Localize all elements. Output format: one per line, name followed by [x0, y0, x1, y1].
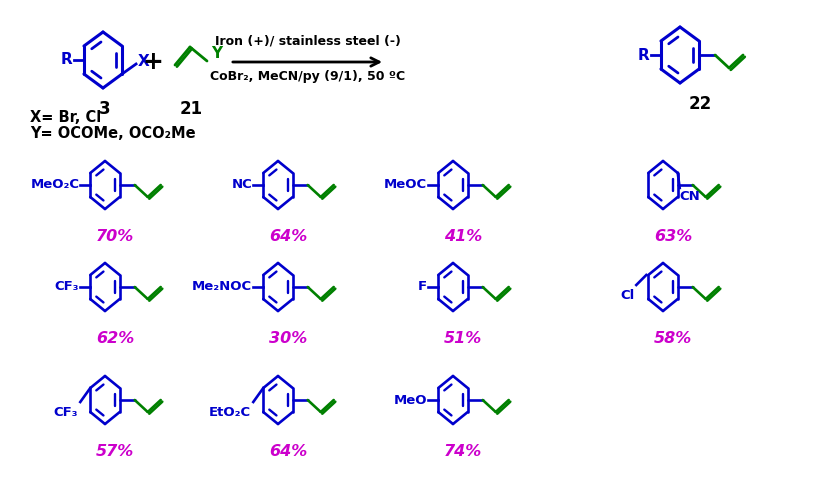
Text: 70%: 70%: [96, 229, 134, 244]
Text: +: +: [142, 50, 163, 74]
Text: Y: Y: [211, 45, 222, 60]
Text: CF₃: CF₃: [55, 281, 79, 294]
Text: 62%: 62%: [96, 331, 134, 346]
Text: R: R: [637, 48, 649, 62]
Text: Y= OCOMe, OCO₂Me: Y= OCOMe, OCO₂Me: [30, 126, 196, 141]
Text: NC: NC: [231, 179, 252, 191]
Text: 3: 3: [99, 100, 111, 118]
Text: Me₂NOC: Me₂NOC: [192, 281, 252, 294]
Text: X: X: [138, 55, 150, 70]
Text: 74%: 74%: [444, 444, 482, 459]
Text: CoBr₂, MeCN/py (9/1), 50 ºC: CoBr₂, MeCN/py (9/1), 50 ºC: [210, 70, 405, 83]
Text: MeO₂C: MeO₂C: [30, 179, 79, 191]
Text: 30%: 30%: [269, 331, 307, 346]
Text: MeO: MeO: [394, 393, 428, 407]
Text: 51%: 51%: [444, 331, 482, 346]
Text: 58%: 58%: [654, 331, 692, 346]
Text: CN: CN: [680, 190, 701, 203]
Text: 64%: 64%: [269, 229, 307, 244]
Text: Iron (+)/ stainless steel (-): Iron (+)/ stainless steel (-): [215, 35, 400, 48]
Text: X= Br, Cl: X= Br, Cl: [30, 110, 102, 125]
Text: 57%: 57%: [96, 444, 134, 459]
Text: 41%: 41%: [444, 229, 482, 244]
Text: 21: 21: [180, 100, 202, 118]
Text: Cl: Cl: [620, 289, 634, 302]
Text: MeOC: MeOC: [384, 179, 428, 191]
Text: R: R: [60, 53, 72, 68]
Text: 22: 22: [688, 95, 711, 113]
Text: 64%: 64%: [269, 444, 307, 459]
Text: F: F: [418, 281, 428, 294]
Text: CF₃: CF₃: [54, 406, 78, 419]
Text: EtO₂C: EtO₂C: [209, 406, 251, 419]
Text: 63%: 63%: [654, 229, 692, 244]
